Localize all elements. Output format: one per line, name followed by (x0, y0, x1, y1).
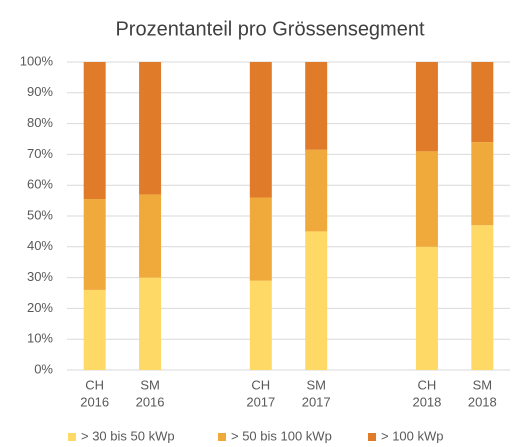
bar-segment (305, 149, 328, 232)
y-tick-label: 40% (27, 238, 53, 253)
bar-segment (415, 246, 438, 370)
bar-segment (249, 280, 272, 370)
y-tick-label: 80% (27, 115, 53, 130)
bar-segment (249, 62, 272, 198)
y-tick-label: 10% (27, 331, 53, 346)
x-tick-label: CH (418, 377, 437, 392)
x-tick-label: 2017 (302, 394, 331, 409)
legend-swatch (68, 433, 76, 441)
x-tick-label: 2018 (412, 394, 441, 409)
y-tick-label: 70% (27, 146, 53, 161)
y-tick-label: 60% (27, 177, 53, 192)
y-tick-label: 90% (27, 84, 53, 99)
y-tick-label: 20% (27, 300, 53, 315)
x-tick-label: SM (306, 377, 326, 392)
bar-segment (305, 62, 328, 150)
y-tick-label: 50% (27, 207, 53, 222)
y-tick-label: 0% (34, 361, 53, 376)
legend-label: > 50 bis 100 kWp (231, 428, 332, 443)
legend-swatch (368, 433, 376, 441)
legend-label: > 30 bis 50 kWp (81, 428, 175, 443)
x-tick-label: CH (251, 377, 270, 392)
x-tick-label: 2017 (246, 394, 275, 409)
bar-segment (139, 194, 162, 278)
legend-swatch (218, 433, 226, 441)
bar-segment (415, 62, 438, 152)
bar-segment (415, 151, 438, 247)
bar-segment (139, 62, 162, 195)
bar-segment (305, 231, 328, 370)
x-tick-label: CH (85, 377, 104, 392)
legend-label: > 100 kWp (381, 428, 444, 443)
bar-segment (249, 197, 272, 281)
x-tick-label: SM (140, 377, 160, 392)
bar-segment (471, 142, 494, 226)
bar-segment (83, 289, 106, 370)
bar-segment (83, 62, 106, 200)
bar-segment (471, 62, 494, 143)
chart-title: Prozentanteil pro Grössensegment (115, 18, 424, 40)
x-tick-label: 2018 (468, 394, 497, 409)
bar-segment (139, 277, 162, 370)
x-tick-label: 2016 (80, 394, 109, 409)
y-tick-label: 30% (27, 269, 53, 284)
x-tick-label: SM (473, 377, 493, 392)
x-tick-label: 2016 (136, 394, 165, 409)
bar-segment (83, 199, 106, 290)
bar-segment (471, 225, 494, 370)
y-tick-label: 100% (20, 53, 54, 68)
